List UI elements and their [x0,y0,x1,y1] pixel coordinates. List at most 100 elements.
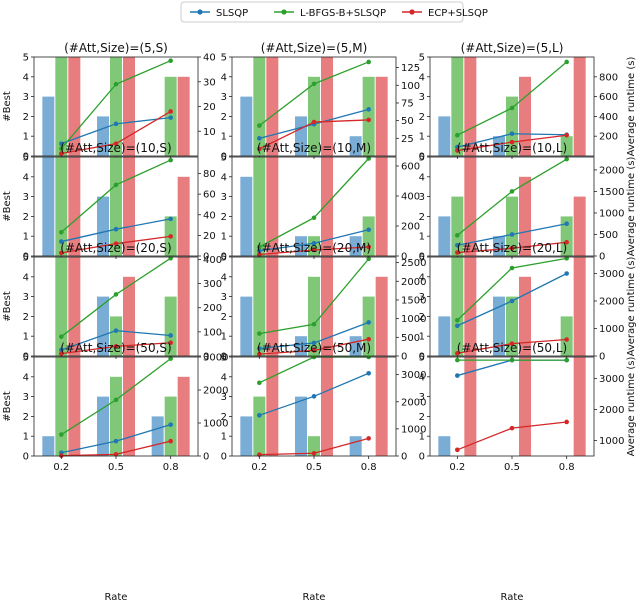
bar [55,257,68,356]
runtime-point [509,265,515,271]
runtime-point [168,216,173,222]
right-tick-label: 1500 [599,187,624,198]
subplot: (#Att,Size)=(50,L) 0 1 2 3 4 5 1000 2000 3000 0.2 0… [419,341,637,603]
runtime-point [168,356,173,361]
bar [321,357,333,456]
right-tick-label: 400 [401,192,420,203]
bar [123,357,135,456]
right-tick-label: 20 [203,102,216,113]
bar [464,357,477,456]
right-tick-label: 200 [401,222,420,233]
runtime-point [59,229,64,235]
left-axis-label: #Best [2,191,13,222]
bottom-axis-label: Rate [501,592,524,603]
bar [560,136,573,156]
right-tick-label: 400 [599,112,618,123]
right-tick-label: 800 [599,72,618,83]
runtime-point [168,58,173,64]
bar [493,236,505,256]
right-tick-label: 1500 [401,295,426,306]
runtime-point [113,141,119,146]
bar [123,57,135,156]
bar [493,136,505,156]
runtime-point [509,105,515,111]
left-tick-label: 5 [221,53,227,64]
left-tick-label: 2 [23,312,29,323]
left-tick-label: 4 [221,72,227,83]
runtime-point [257,346,262,351]
right-axis-label: Average runtime (s) [626,357,637,457]
right-tick-label: 3000 [599,269,624,280]
runtime-point [509,189,515,194]
runtime-point [113,226,119,232]
left-tick-label: 3 [23,192,29,203]
bar [240,296,253,356]
runtime-point [168,157,173,163]
left-tick-label: 1 [221,332,227,343]
runtime-point [564,271,569,276]
subplot-title: (#Att,Size)=(10,S) [60,141,171,155]
x-tick-label: 0.5 [108,462,124,473]
left-tick-label: 1 [23,132,29,143]
bar [55,357,68,456]
left-axis-label: #Best [2,291,13,322]
left-tick-label: 1 [23,332,29,343]
runtime-point [257,331,262,336]
right-tick-label: 0 [401,252,407,263]
bar [493,296,505,356]
right-tick-label: 600 [599,92,618,103]
bar [42,96,55,156]
runtime-point [113,182,119,188]
bar [308,76,320,156]
runtime-point [113,438,119,444]
left-tick-label: 0 [419,452,425,463]
runtime-point [168,234,173,239]
x-tick-label: 0.2 [449,462,465,473]
bar [438,316,451,356]
right-tick-label: 500 [401,333,420,344]
left-tick-label: 5 [221,153,227,164]
right-tick-label: 1000 [599,436,624,447]
runtime-point [366,320,371,325]
right-axis-label: Average runtime (s) [626,257,637,357]
bar [110,376,122,456]
left-tick-label: 4 [419,372,425,383]
runtime-point [455,357,460,363]
runtime-point [59,141,64,146]
runtime-point [168,438,173,444]
bar [68,257,81,356]
right-tick-label: 500 [599,230,618,241]
runtime-point [257,351,262,357]
bar [321,57,333,156]
right-tick-label: 60 [203,190,216,201]
runtime-point [257,244,262,250]
left-tick-label: 4 [23,72,29,83]
bar [308,276,320,356]
right-tick-label: 0 [599,252,605,263]
bar [55,57,68,156]
bar [177,376,190,456]
left-tick-label: 5 [221,253,227,264]
bar [42,436,55,456]
left-tick-label: 1 [221,132,227,143]
subplot-title: (#Att,Size)=(10,L) [457,141,567,155]
bar [177,257,190,356]
legend-label: L-BFGS-B+SLSQP [300,8,386,19]
left-tick-label: 1 [221,432,227,443]
runtime-point [564,419,569,425]
runtime-point [113,452,119,457]
bar [177,76,190,156]
right-tick-label: 200 [599,132,618,143]
bar [506,196,518,256]
bar [375,76,388,156]
bar [253,57,266,156]
left-tick-label: 4 [221,172,227,183]
runtime-point [455,350,460,356]
left-tick-label: 3 [221,92,227,103]
left-tick-label: 3 [419,292,425,303]
left-tick-label: 1 [419,132,425,143]
right-tick-label: 40 [203,53,216,64]
legend-label: ECP+SLSQP [428,8,488,19]
bar [253,396,266,456]
